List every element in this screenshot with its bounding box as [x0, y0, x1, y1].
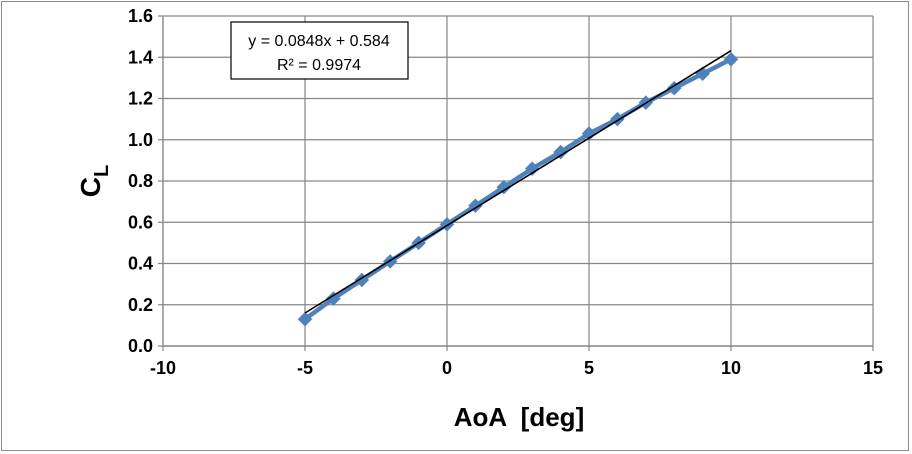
- y-tick-label: 1.4: [128, 47, 153, 67]
- x-tick-label: 5: [584, 358, 594, 378]
- linear-trendline: [304, 49, 732, 314]
- trendline-equation: y = 0.0848x + 0.584: [248, 33, 390, 50]
- data-point-marker: [297, 311, 313, 327]
- y-tick-label: 0.4: [128, 254, 153, 274]
- data-point-marker: [553, 144, 568, 160]
- x-tick-label: -5: [297, 358, 313, 378]
- data-point-marker: [496, 179, 512, 195]
- data-point-marker: [524, 161, 540, 176]
- x-tick-label: 15: [863, 358, 883, 378]
- series-line: [303, 57, 733, 322]
- y-tick-label: 0.0: [128, 336, 153, 356]
- data-point-marker: [723, 51, 739, 67]
- y-tick-label: 1.6: [128, 6, 153, 26]
- equation-box-border: [230, 21, 409, 80]
- data-point-marker: [581, 126, 597, 141]
- y-axis-title-subscript: L: [91, 165, 113, 177]
- svg-text:CL: CL: [75, 165, 113, 197]
- y-tick-label: 1.0: [128, 130, 153, 150]
- data-point-marker: [326, 291, 341, 306]
- equation-box: y = 0.0848x + 0.584 R² = 0.9974: [230, 21, 409, 80]
- data-point-marker: [666, 80, 682, 96]
- trendline: [304, 49, 732, 314]
- y-tick-label: 0.6: [128, 212, 153, 232]
- y-tick-label: 0.2: [128, 295, 153, 315]
- x-axis-title: AoA [deg]: [454, 402, 584, 432]
- tick-labels: 0.0 0.2 0.4 0.6 0.8 1.0 1.2 1.4 1.6 -10 -5 0 5 10 15: [128, 6, 883, 378]
- x-tick-label: 0: [442, 358, 452, 378]
- y-tick-label: 1.2: [128, 89, 153, 109]
- trendline-r-squared: R² = 0.9974: [277, 57, 361, 74]
- y-tick-label: 0.8: [128, 171, 153, 191]
- y-axis-title: CL: [75, 165, 113, 197]
- x-tick-label: 10: [721, 358, 741, 378]
- axes: [158, 15, 874, 351]
- y-axis-title-main: C: [75, 177, 106, 197]
- series-cl: [297, 51, 739, 327]
- x-tick-label: -10: [150, 358, 176, 378]
- data-point-marker: [468, 198, 483, 214]
